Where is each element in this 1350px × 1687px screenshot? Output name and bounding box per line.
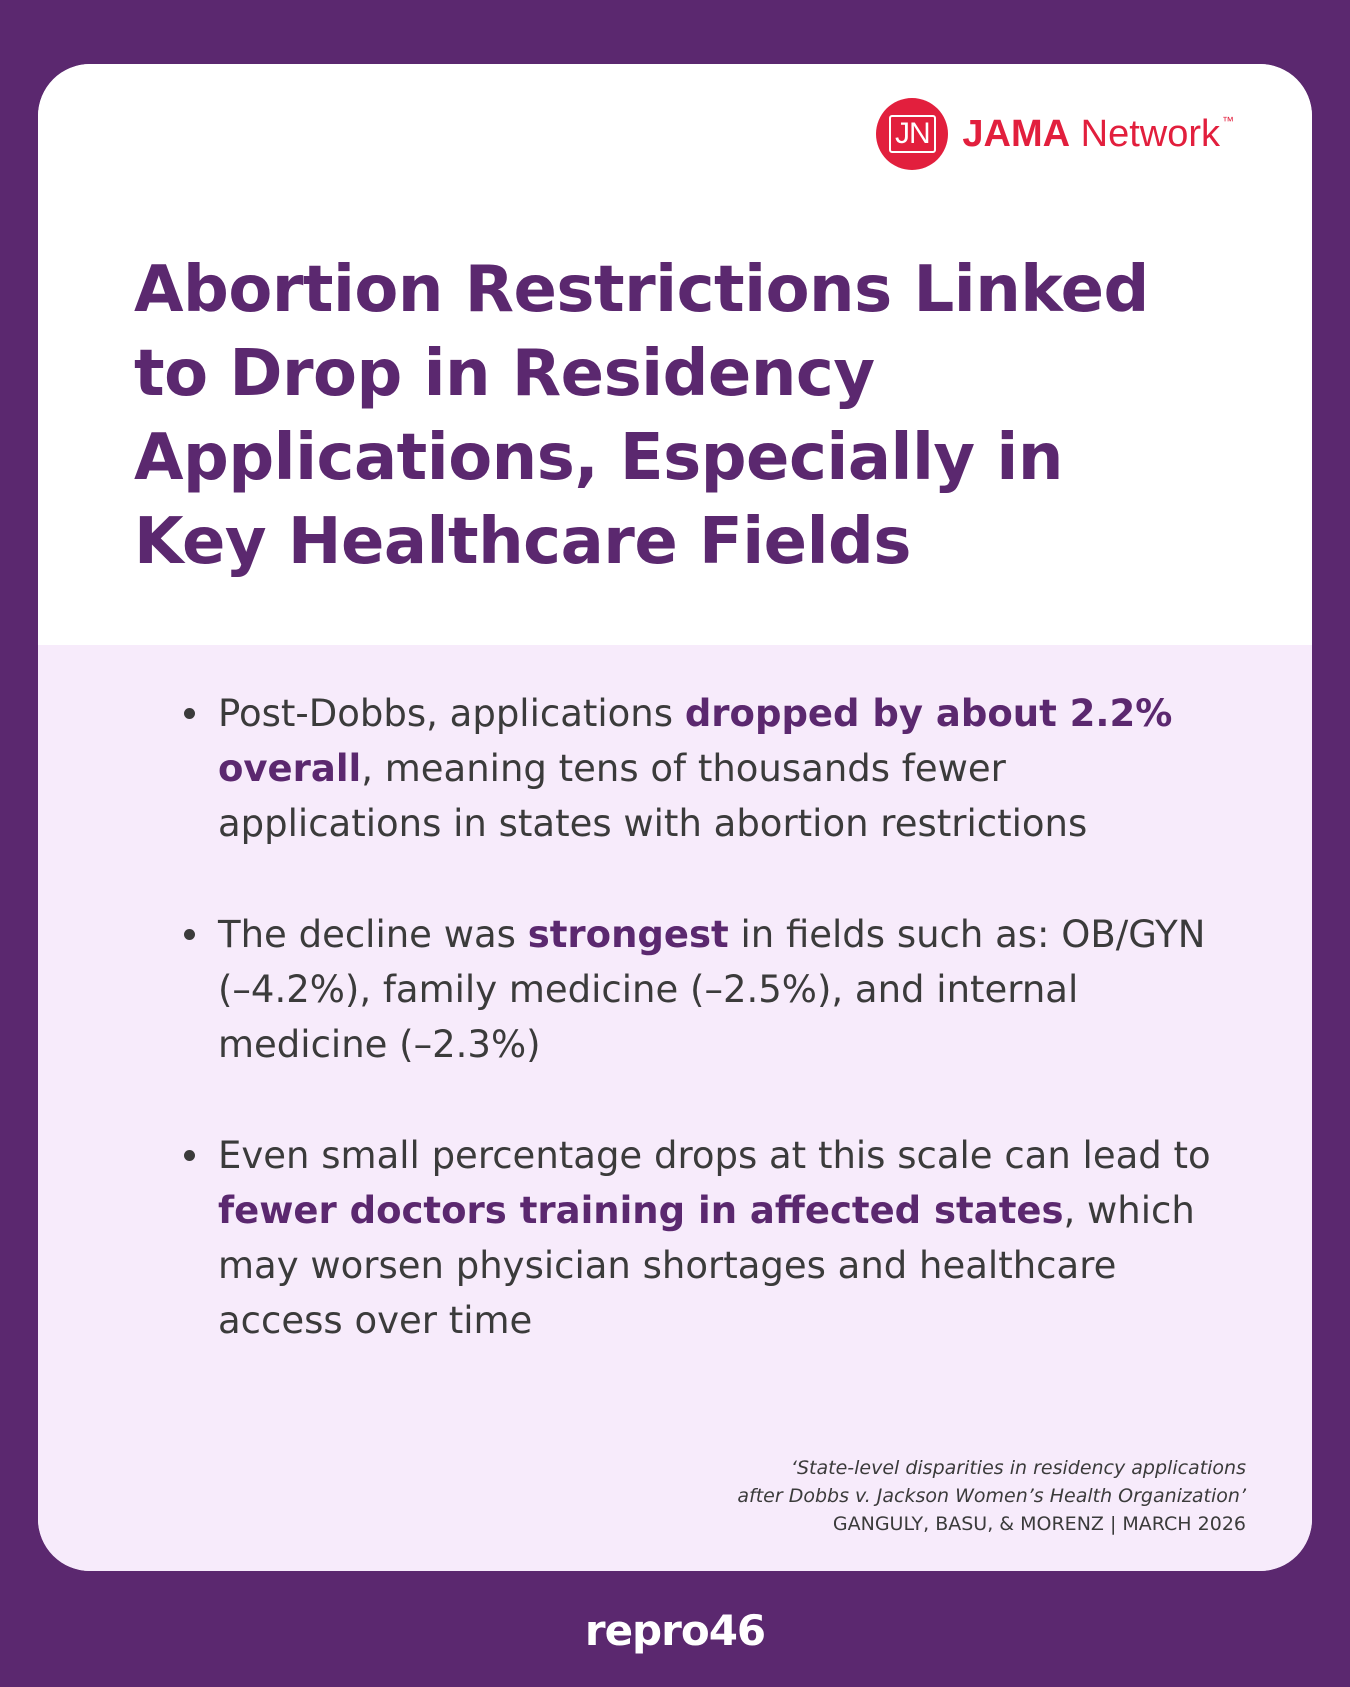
bullet-item: The decline was strongest in fields such… [134, 907, 1234, 1072]
bullet-text-bold: fewer doctors training in affected state… [218, 1189, 1064, 1232]
logo-trademark: ™ [1222, 114, 1234, 128]
citation-title-line-1: ‘State-level disparities in residency ap… [790, 1457, 1246, 1479]
bullet-dot-icon [184, 708, 195, 719]
bullet-text-bold: strongest [527, 913, 729, 956]
bullet-text-bold: dropped by about 2.2% overall [218, 692, 1173, 790]
bullet-text-before: Post-Dobbs, applications [218, 692, 685, 735]
bullet-list: Post-Dobbs, applications dropped by abou… [134, 686, 1234, 1404]
logo-wordmark: JAMA Network ™ [962, 115, 1234, 153]
source-citation: ‘State-level disparities in residency ap… [737, 1454, 1246, 1538]
logo-badge-text: JN [889, 115, 936, 153]
bullet-item: Even small percentage drops at this scal… [134, 1128, 1234, 1348]
bullet-item: Post-Dobbs, applications dropped by abou… [134, 686, 1234, 851]
bullet-text-after: , meaning tens of thousands fewer applic… [218, 747, 1088, 845]
page-title: Abortion Restrictions Linked to Drop in … [134, 253, 1149, 579]
bullet-text-before: Even small percentage drops at this scal… [218, 1134, 1211, 1177]
card-body-area [38, 645, 1312, 1571]
jama-network-logo: JN JAMA Network ™ [876, 98, 1234, 170]
bullet-dot-icon [184, 1150, 195, 1161]
bullet-text-after: in fields such as: OB/GYN (–4.2%), famil… [218, 913, 1206, 1066]
jama-logo-badge-icon: JN [876, 98, 949, 170]
bullet-dot-icon [184, 929, 195, 940]
logo-brand-regular: Network [1070, 113, 1220, 155]
card: JN JAMA Network ™ Abortion Restrictions L… [38, 64, 1312, 1571]
bullet-text-before: The decline was [218, 913, 528, 956]
logo-brand-bold: JAMA [962, 113, 1071, 155]
bullet-text-after: , which may worsen physician shortages a… [218, 1189, 1195, 1342]
card-header-area: JN JAMA Network ™ Abortion Restrictions L… [38, 64, 1312, 645]
citation-title-line-2: after Dobbs v. Jackson Women’s Health Or… [737, 1485, 1246, 1507]
citation-authors-date: GANGULY, BASU, & MORENZ | MARCH 2026 [832, 1513, 1246, 1535]
repro46-logo: repro46 [584, 1606, 766, 1655]
